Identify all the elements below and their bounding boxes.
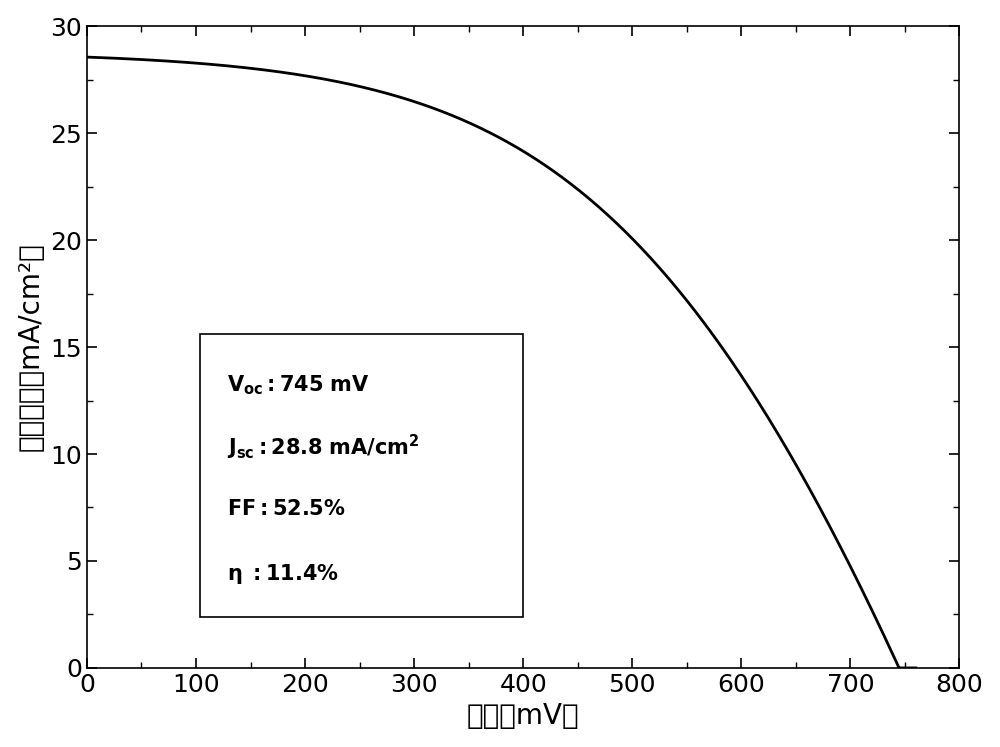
- FancyBboxPatch shape: [200, 334, 523, 616]
- Text: $\mathbf{\eta\ : 11.4\%}$: $\mathbf{\eta\ : 11.4\%}$: [227, 562, 338, 586]
- Text: $\mathbf{V}$$_{\mathbf{oc}}$$\mathbf{: 745\ mV}$: $\mathbf{V}$$_{\mathbf{oc}}$$\mathbf{: 7…: [227, 374, 369, 397]
- Y-axis label: 电流密度（mA/cm²）: 电流密度（mA/cm²）: [17, 243, 45, 451]
- Text: $\mathbf{FF: 52.5\%}$: $\mathbf{FF: 52.5\%}$: [227, 499, 345, 519]
- X-axis label: 电压（mV）: 电压（mV）: [467, 702, 580, 731]
- Text: $\mathbf{J}$$_{\mathbf{sc}}$$\mathbf{: 28.8\ mA/cm^2}$: $\mathbf{J}$$_{\mathbf{sc}}$$\mathbf{: 2…: [227, 433, 419, 462]
